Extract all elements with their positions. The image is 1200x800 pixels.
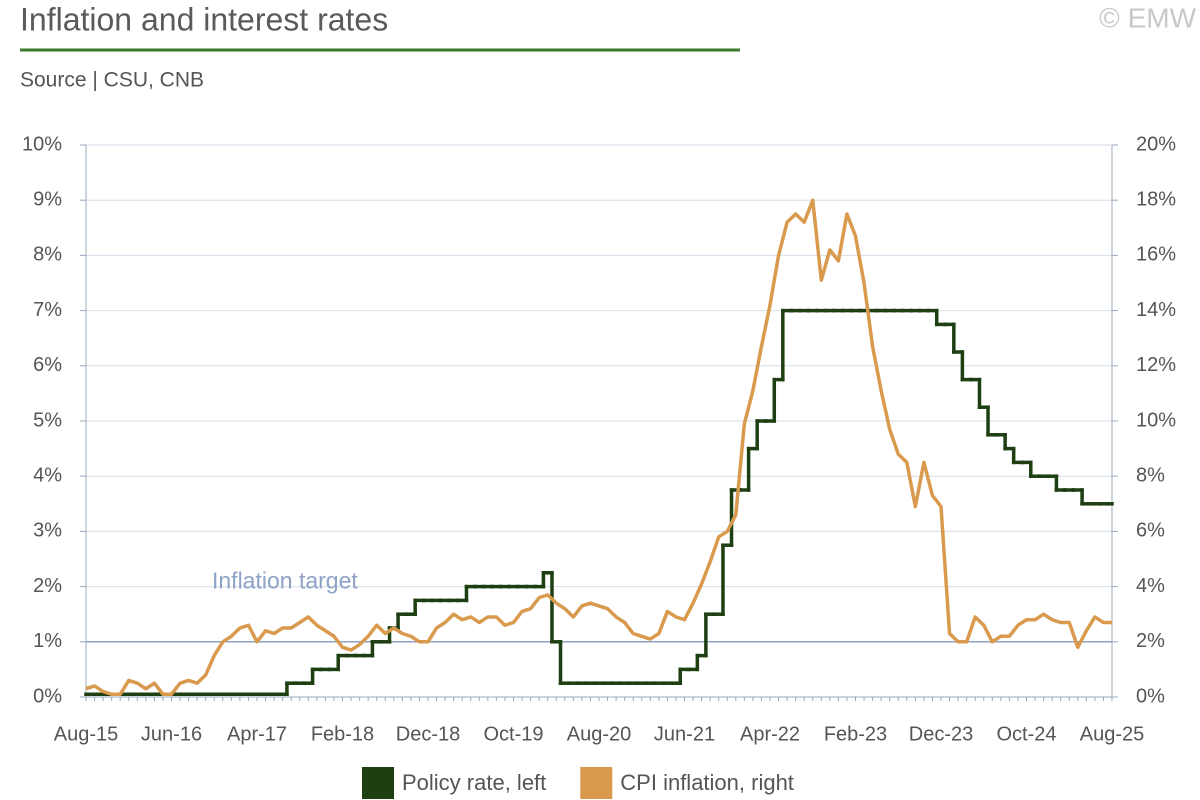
- y2-tick-label: 16%: [1136, 244, 1176, 266]
- legend-label: Policy rate, left: [402, 770, 546, 795]
- x-tick-label: Aug-25: [1080, 723, 1145, 745]
- legend-swatch: [580, 767, 613, 799]
- target-label: Inflation target: [212, 567, 358, 593]
- x-tick-label: Dec-18: [396, 723, 460, 745]
- y-tick-label: 6%: [33, 354, 62, 376]
- legend-swatch: [362, 767, 394, 799]
- y2-tick-label: 20%: [1136, 133, 1176, 155]
- y-tick-label: 5%: [33, 409, 62, 431]
- series-line: [85, 198, 1112, 696]
- y2-tick-label: 8%: [1136, 464, 1165, 486]
- x-tick-label: Apr-17: [227, 723, 287, 745]
- legend-label: CPI inflation, right: [620, 770, 794, 795]
- x-tick-label: Oct-24: [996, 723, 1056, 745]
- x-tick-label: Apr-22: [740, 723, 800, 745]
- chart-title: Inflation and interest rates: [20, 1, 388, 37]
- x-tick-label: Dec-23: [909, 723, 973, 745]
- y2-tick-label: 6%: [1136, 520, 1165, 542]
- x-tick-label: Feb-18: [311, 723, 374, 745]
- y-tick-label: 1%: [33, 630, 62, 652]
- y2-tick-label: 4%: [1136, 575, 1165, 597]
- x-tick-label: Feb-23: [824, 723, 887, 745]
- x-tick-label: Aug-20: [567, 723, 632, 745]
- y2-tick-label: 0%: [1136, 685, 1165, 707]
- chart-subtitle: Source | CSU, CNB: [20, 69, 204, 92]
- y2-tick-label: 12%: [1136, 354, 1176, 376]
- y-tick-label: 3%: [33, 520, 62, 542]
- x-tick-label: Oct-19: [483, 723, 543, 745]
- x-tick-label: Jun-16: [141, 723, 202, 745]
- y2-tick-label: 2%: [1136, 630, 1165, 652]
- y-tick-label: 0%: [33, 685, 62, 707]
- x-tick-label: Aug-15: [54, 723, 119, 745]
- y-tick-label: 9%: [33, 188, 62, 210]
- y-tick-label: 10%: [22, 133, 62, 155]
- y-tick-label: 8%: [33, 244, 62, 266]
- y2-tick-label: 14%: [1136, 299, 1176, 321]
- credit: © EMW: [1099, 2, 1196, 33]
- y-tick-label: 7%: [33, 299, 62, 321]
- y-tick-label: 2%: [33, 575, 62, 597]
- y2-tick-label: 10%: [1136, 409, 1176, 431]
- y2-tick-label: 18%: [1136, 188, 1176, 210]
- x-tick-label: Jun-21: [654, 723, 715, 745]
- y-tick-label: 4%: [33, 464, 62, 486]
